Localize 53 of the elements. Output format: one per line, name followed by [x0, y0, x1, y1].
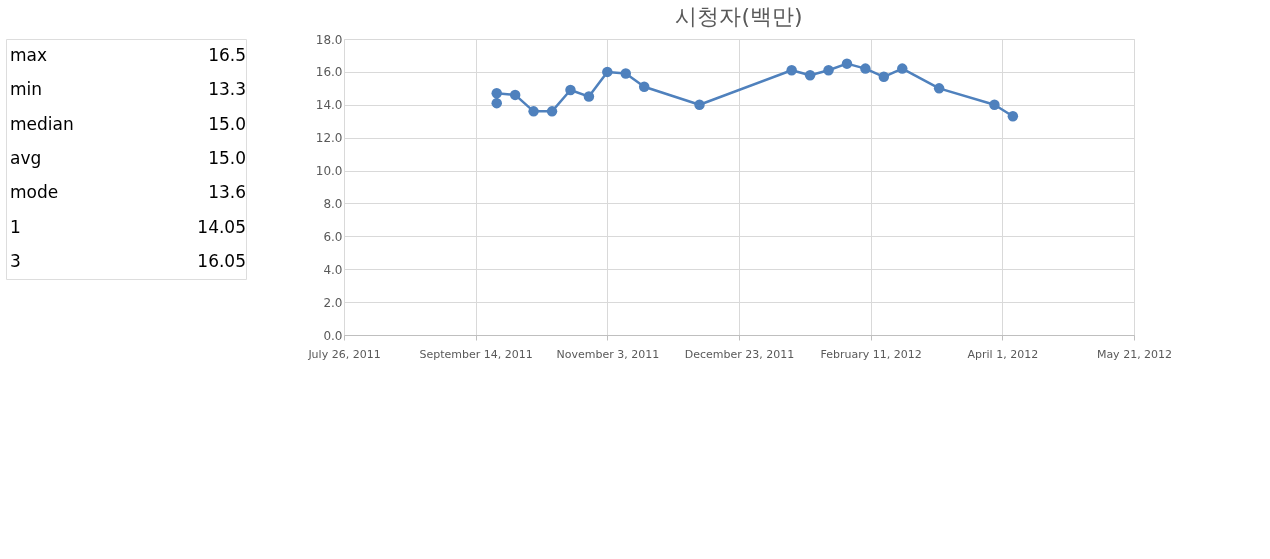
x-tick-label: December 23, 2011: [684, 347, 795, 361]
point: [638, 81, 650, 92]
point: [583, 91, 595, 102]
y-tick-label: 0.0: [323, 328, 343, 343]
point: [786, 65, 797, 76]
y-tick-label: 6.0: [323, 229, 343, 244]
point: [1007, 111, 1019, 122]
x-tick-label: April 1, 2012: [967, 347, 1039, 361]
y-tick-label: 18.0: [315, 32, 343, 47]
point: [823, 65, 834, 76]
text: 15.0: [208, 113, 246, 134]
point: [897, 63, 908, 74]
y-tick-label: 16.0: [315, 65, 343, 80]
y-tick-label: 12.0: [315, 131, 343, 146]
text: 16.5: [208, 45, 246, 66]
text: median: [10, 113, 74, 134]
point: [989, 99, 1000, 111]
point: [491, 97, 502, 109]
point: [565, 84, 576, 96]
text: mode: [10, 182, 59, 203]
y-tick-label: 8.0: [323, 196, 343, 211]
x-tick-label: May 21, 2012: [1096, 347, 1173, 361]
point: [860, 63, 871, 74]
text: avg: [10, 148, 42, 168]
point: [620, 68, 632, 79]
point: [933, 83, 945, 94]
point: [528, 106, 539, 117]
text: max: [10, 45, 48, 66]
point: [491, 88, 502, 99]
point: [694, 99, 705, 111]
text: 13.6: [208, 182, 246, 203]
point: [841, 58, 853, 69]
text: 15.0: [208, 148, 246, 168]
text: 14.05: [197, 216, 246, 237]
point: [602, 66, 613, 78]
y-tick-label: 4.0: [323, 262, 343, 277]
y-tick-label: 2.0: [323, 295, 343, 310]
x-tick-label: July 26, 2011: [307, 347, 381, 361]
text: 1: [10, 216, 21, 237]
text: 16.05: [197, 250, 246, 271]
point: [546, 106, 558, 117]
y-tick-label: 14.0: [315, 98, 343, 113]
chart-title: 시청자(백만): [675, 4, 803, 29]
point: [509, 89, 521, 101]
x-tick-label: September 14, 2011: [419, 347, 533, 361]
text: min: [10, 79, 43, 100]
text: 3: [10, 250, 21, 271]
y-tick-label: 10.0: [315, 164, 343, 179]
point: [878, 71, 890, 83]
x-tick-label: February 11, 2012: [820, 347, 922, 361]
text: 13.3: [208, 79, 246, 100]
point: [804, 69, 816, 81]
x-tick-label: November 3, 2011: [556, 347, 660, 361]
